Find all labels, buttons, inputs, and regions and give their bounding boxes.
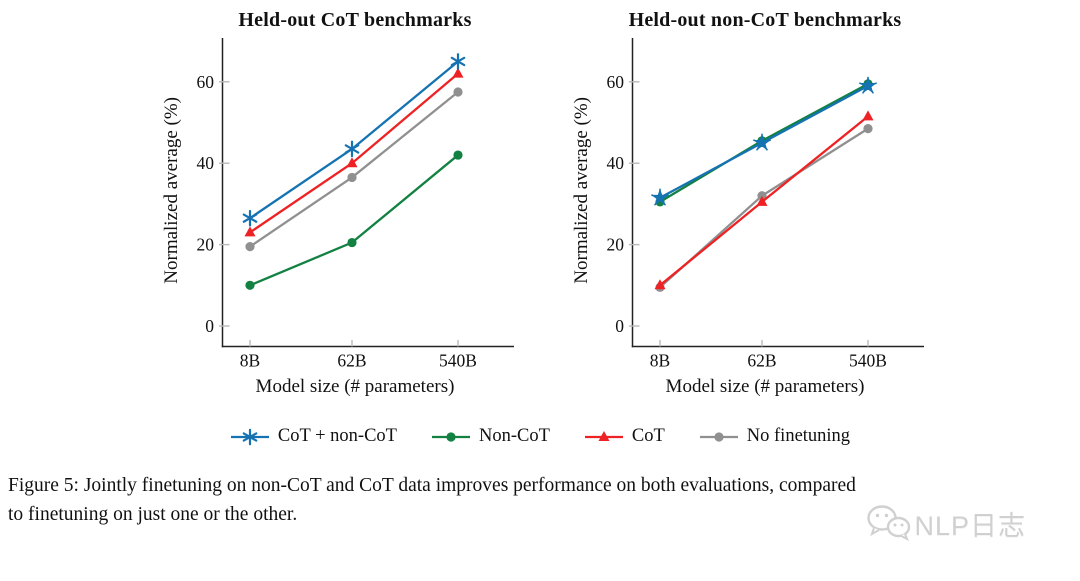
data-point-marker [453,150,463,160]
plot-row: Normalized average (%) 0 20 40 60 8B 62B 540B [152,36,518,374]
data-point-marker [860,77,876,93]
data-point-marker [452,67,464,78]
data-point-marker [756,195,768,206]
chart-held-out-cot: Held-out CoT benchmarks Normalized avera… [152,6,518,398]
legend-label: Non-CoT [478,426,550,446]
data-point-marker [714,431,724,442]
data-point-marker [245,280,255,290]
legend-label: No finetuning [746,426,851,446]
plot-row: Normalized average (%) 0 20 40 60 8B 62B 540B [562,36,928,374]
data-point-marker [654,279,666,290]
y-axis-label-column: Normalized average (%) [562,36,602,374]
series-line-no-finetuning [658,127,870,289]
y-axis-label-column: Normalized average (%) [152,36,192,374]
legend-label: CoT + non-CoT [277,426,397,446]
series-line-cot [248,72,460,234]
plot-area: 0 20 40 60 8B 62B 540B [607,38,924,371]
legend: CoT + non-CoT Non-CoT CoT No finetuning [0,426,1080,447]
data-point-marker [652,189,668,205]
chart-held-out-noncot: Held-out non-CoT benchmarks Normalized a… [562,6,928,398]
y-tick-label: 60 [607,72,625,92]
y-tick-label: 0 [205,316,214,336]
caption-line-2: to finetuning on just one or the other. [8,504,298,526]
data-point-marker [347,237,357,248]
data-point-marker [242,209,258,227]
charts-row: Held-out CoT benchmarks Normalized avera… [152,6,928,398]
chart-title: Held-out CoT benchmarks [238,9,472,31]
data-point-marker [450,53,466,70]
legend-marker [431,431,470,442]
x-tick-label: 62B [337,351,366,371]
y-tick-label: 40 [607,153,625,173]
legend-item-cot-non-cot: CoT + non-CoT [230,426,397,447]
legend-item-no-finetuning: No finetuning [699,426,850,447]
data-point-marker [346,157,358,168]
data-point-marker [453,87,463,97]
chart-title: Held-out non-CoT benchmarks [628,9,902,31]
data-point-marker [446,431,456,442]
series-line-no-finetuning [248,90,460,248]
y-axis-label: Normalized average (%) [161,96,182,284]
x-tick-label: 62B [747,351,776,371]
x-tick-label: 8B [650,351,670,371]
x-tick-label: 540B [849,351,887,371]
legend-item-non-cot: Non-CoT [431,426,550,447]
x-tick-label: 8B [240,351,260,371]
y-tick-label: 40 [197,153,215,173]
data-point-marker [347,172,357,183]
data-point-marker [862,110,874,121]
plot-area: 0 20 40 60 8B 62B 540B [197,38,514,371]
data-point-marker [245,242,255,252]
watermark-text: NLP日志 [914,510,1026,541]
legend-marker [230,428,269,445]
watermark: NLP日志 [865,503,1026,543]
data-point-marker [598,430,610,441]
figure-caption: Figure 5: Jointly finetuning on non-CoT … [8,471,1080,530]
y-axis-label: Normalized average (%) [571,96,592,284]
series-line-cot-non-cot [248,60,460,220]
y-tick-label: 20 [607,235,625,255]
legend-item-cot: CoT [584,426,665,447]
data-point-marker [757,191,767,201]
y-tick-label: 60 [197,72,215,92]
caption-line-1: Figure 5: Jointly finetuning on non-CoT … [8,475,856,496]
data-point-marker [244,226,256,237]
legend-marker [584,430,623,441]
x-tick-label: 540B [439,351,477,371]
data-point-marker [242,428,258,445]
legend-marker [699,431,738,442]
data-point-marker [344,140,360,158]
data-point-marker [754,134,770,150]
x-axis-label: Model size (# parameters) [665,376,865,397]
wechat-icon [867,505,911,542]
y-tick-label: 0 [615,316,624,336]
y-tick-label: 20 [197,235,215,255]
legend-label: CoT [631,426,665,446]
x-axis-label: Model size (# parameters) [255,376,455,397]
data-point-marker [863,124,873,134]
